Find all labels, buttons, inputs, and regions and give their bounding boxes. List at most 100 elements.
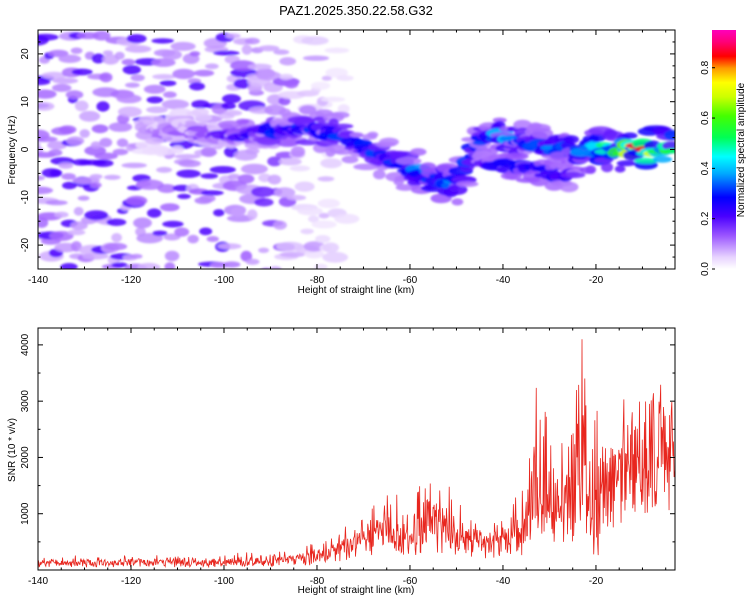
heatmap-cell	[447, 184, 468, 196]
heatmap-cell	[589, 133, 606, 143]
heatmap-cell	[38, 33, 59, 41]
heatmap-cell	[143, 84, 166, 94]
heatmap-cell	[325, 67, 349, 78]
heatmap-cell	[38, 89, 57, 99]
heatmap-cell	[103, 174, 121, 180]
heatmap-cell	[126, 34, 147, 44]
heatmap-cell	[102, 50, 114, 56]
heatmap-cell	[194, 113, 213, 122]
x-tick-label: -80	[310, 576, 325, 587]
heatmap-cell	[73, 206, 84, 216]
heatmap-cell	[136, 233, 163, 244]
y-tick-label: -10	[20, 190, 31, 205]
heatmap-cell	[549, 163, 567, 169]
heatmap-cell	[200, 173, 219, 179]
x-tick-label: -120	[121, 275, 141, 286]
heatmap-cell	[60, 263, 78, 269]
heatmap-cell	[321, 75, 332, 81]
heatmap-cell	[41, 71, 67, 79]
heatmap-cell	[124, 82, 140, 88]
heatmap-cell	[269, 266, 282, 269]
heatmap-cell	[237, 174, 255, 184]
heatmap-cell	[349, 132, 364, 138]
heatmap-cell	[273, 187, 296, 198]
colorbar-gradient	[712, 30, 736, 269]
heatmap-cell	[213, 50, 240, 56]
heatmap-cell	[226, 214, 254, 222]
heatmap-cell	[221, 102, 236, 110]
heatmap-cell	[337, 104, 350, 114]
heatmap-cell	[84, 210, 109, 221]
heatmap-cell	[217, 243, 242, 250]
heatmap-cell	[89, 174, 103, 180]
heatmap-cell	[163, 233, 181, 241]
heatmap-cell	[299, 105, 317, 115]
heatmap-cell	[117, 106, 142, 118]
heatmap-cell	[121, 162, 147, 169]
heatmap-cell	[62, 181, 77, 190]
heatmap-cell	[48, 149, 63, 157]
heatmap-cell	[240, 163, 268, 175]
heatmap-cell	[256, 71, 282, 81]
heatmap-cell	[652, 156, 673, 163]
heatmap-cell	[559, 181, 579, 193]
heatmap-cell	[66, 136, 85, 146]
colorbar-label: Normalized spectral amplitude	[736, 82, 747, 217]
colorbar-ticks: 0.0 0.2 0.4 0.6 0.8	[700, 60, 715, 276]
snr-x-axis-label: Height of straight line (km)	[298, 585, 415, 596]
heatmap-cell	[111, 233, 122, 243]
heatmap-cell	[334, 213, 360, 224]
heatmap-cell	[217, 120, 242, 129]
heatmap-cell	[164, 250, 180, 262]
heatmap-cell	[125, 195, 148, 206]
y-tick-label: 3000	[20, 390, 31, 413]
x-tick-label: -100	[214, 576, 234, 587]
heatmap-cell	[614, 165, 626, 173]
heatmap-cell	[241, 44, 253, 55]
heatmap-cell	[125, 45, 152, 53]
heatmap-cell	[318, 212, 330, 219]
x-tick-label: -140	[28, 275, 48, 286]
heatmap-cell	[616, 160, 637, 167]
heatmap-cell	[284, 79, 299, 89]
heatmap-cell	[145, 137, 165, 145]
heatmap-cell	[200, 190, 224, 196]
heatmap-cell	[49, 169, 63, 178]
heatmap-cell	[379, 137, 399, 147]
heatmap-cell	[159, 80, 177, 87]
heatmap-cell	[302, 55, 330, 61]
x-tick-label: -40	[496, 275, 511, 286]
heatmap-cell	[163, 91, 177, 98]
heatmap-cell	[245, 258, 260, 265]
x-tick-label: -140	[28, 576, 48, 587]
heatmap-cell	[560, 171, 586, 179]
heatmap-cell	[147, 208, 162, 218]
heatmap-cell	[169, 108, 192, 118]
heatmap-cell	[273, 220, 287, 230]
y-tick-label: 4000	[20, 333, 31, 356]
heatmap-cell	[634, 157, 658, 164]
y-tick-label: 0	[20, 146, 31, 152]
heatmap-cell	[91, 124, 109, 134]
colorbar-tick-label: 0.8	[700, 60, 711, 74]
heatmap-cell	[320, 158, 343, 169]
heatmap-cell	[247, 209, 258, 220]
heatmap-cell	[38, 136, 58, 143]
heatmap-cell	[585, 165, 597, 175]
x-tick-label: -60	[403, 275, 418, 286]
x-tick-label: -40	[496, 576, 511, 587]
heatmap-cell	[223, 261, 241, 268]
heatmap-cell	[114, 51, 125, 60]
heatmap-cell	[187, 234, 199, 244]
x-tick-label: -20	[589, 576, 604, 587]
heatmap-cells	[38, 30, 675, 269]
heatmap-cell	[451, 198, 464, 206]
heatmap-cell	[267, 174, 282, 185]
heatmap-cell	[157, 184, 177, 193]
y-tick-label: -20	[20, 237, 31, 252]
spectrogram-y-axis-label: Frequency (Hz)	[7, 116, 18, 185]
heatmap-cell	[99, 72, 113, 83]
heatmap-cell	[279, 73, 294, 81]
y-tick-label: 10	[20, 96, 31, 108]
heatmap-cell	[209, 166, 236, 174]
